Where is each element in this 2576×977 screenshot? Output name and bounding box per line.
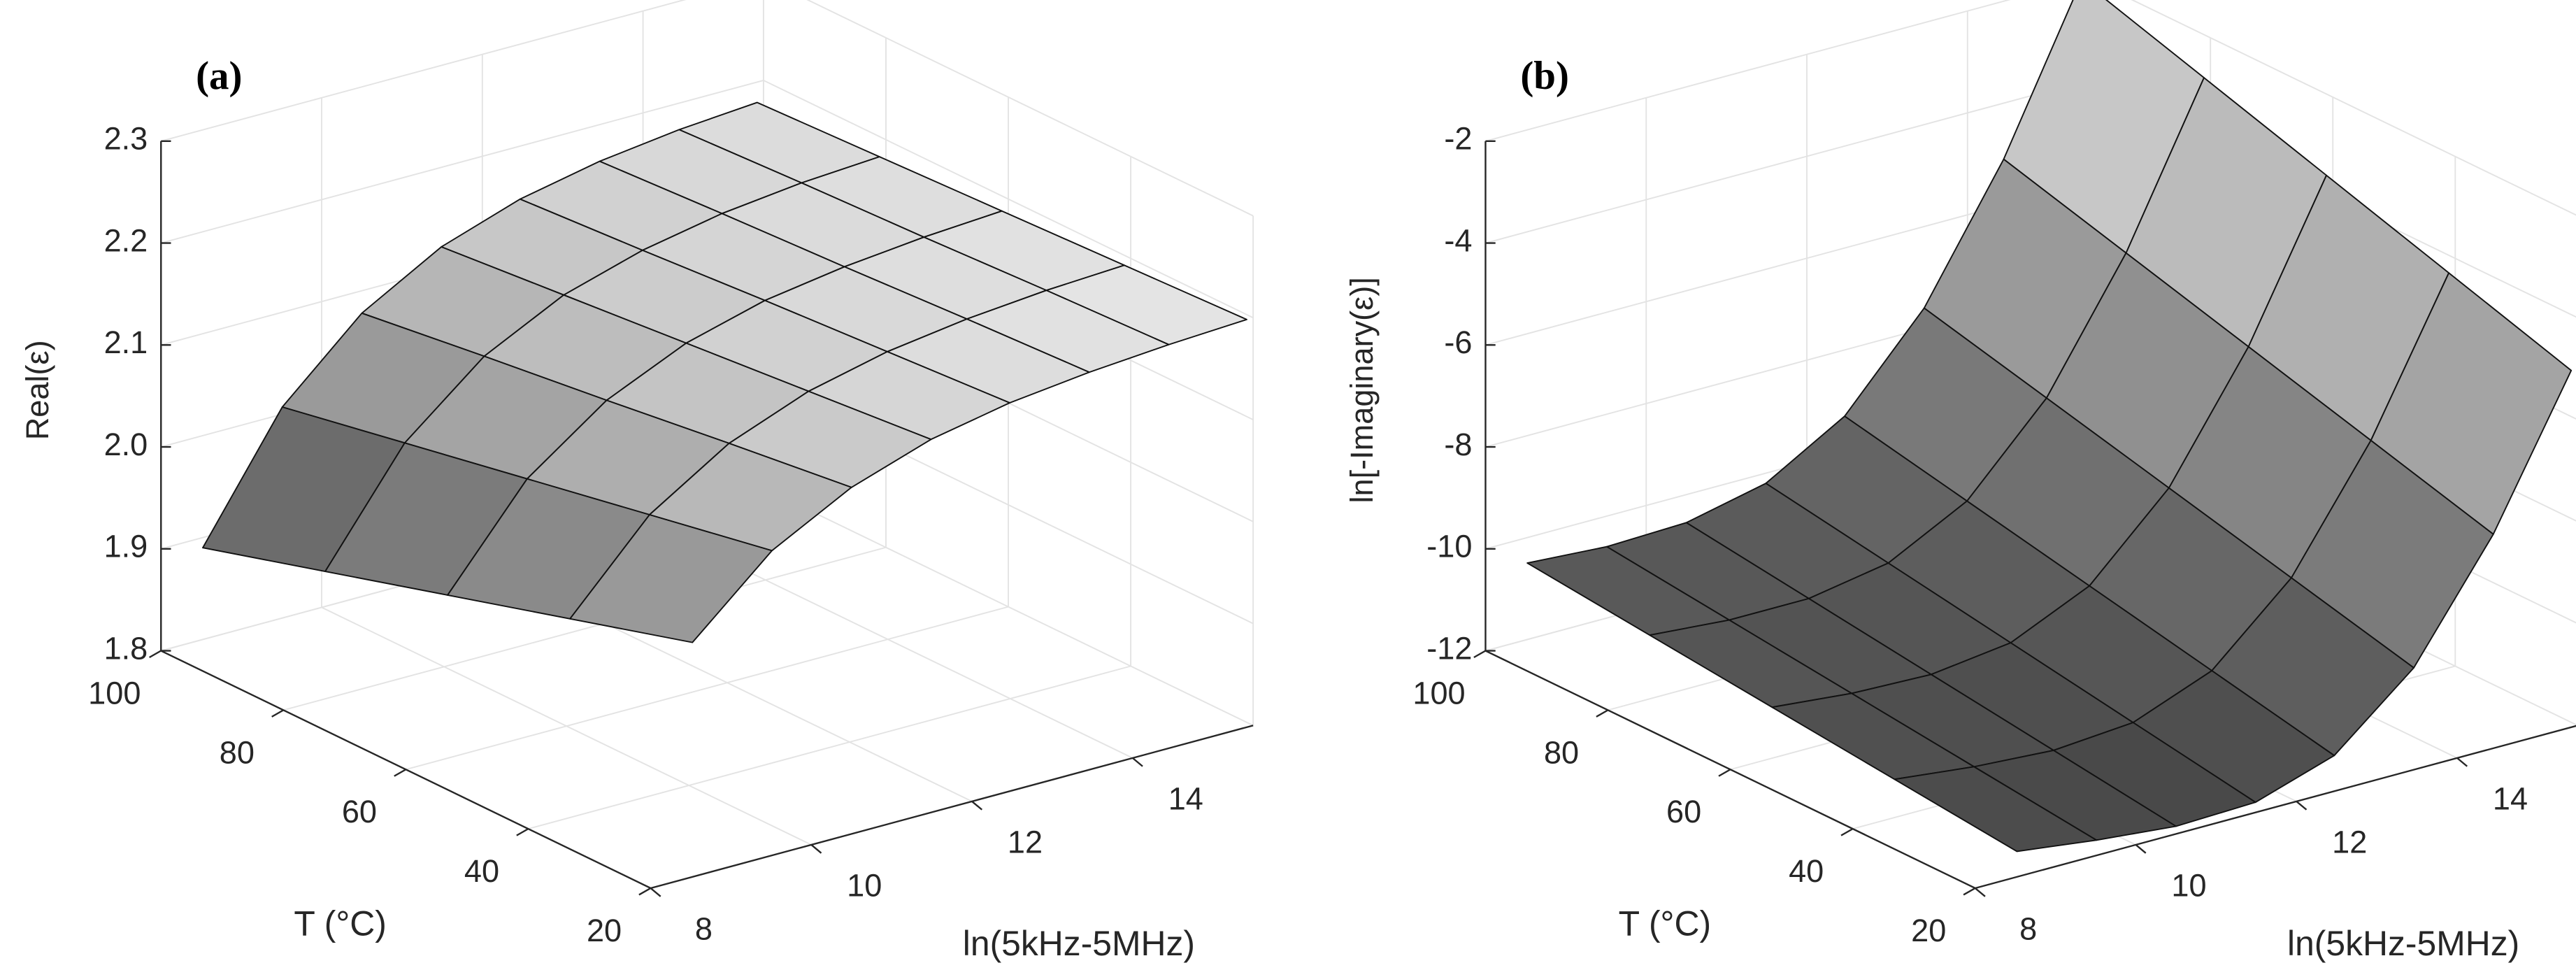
z-tick-label: -6	[1444, 325, 1472, 360]
x-tick-label: 14	[2493, 780, 2528, 816]
grid-line	[2131, 0, 2576, 216]
y-tick-label: 80	[1544, 734, 1579, 770]
x-tick-label: 8	[2019, 911, 2037, 947]
grid-line	[406, 606, 1009, 771]
y-tick	[1596, 709, 1609, 718]
grid-line	[763, 80, 1254, 319]
panel-label: (b)	[1520, 54, 1569, 98]
surface-patch	[1894, 766, 2098, 853]
z-tick-label: -2	[1444, 121, 1472, 157]
grid-line	[763, 487, 1254, 727]
x-tick	[1974, 887, 1986, 897]
grid-line	[806, 0, 1254, 217]
z-tick-label: -12	[1426, 630, 1472, 666]
y-tick-label: 100	[1412, 676, 1465, 711]
x-axis-label: ln(5kHz-5MHz)	[963, 924, 1195, 963]
grid-line	[283, 546, 887, 711]
subplot: -12 -10 -8 -6 -4 -2 20 40 60 80 100 8 10 12 14 ln[-Imag…	[1344, 0, 2576, 963]
surface-patch	[569, 514, 773, 643]
y-tick	[149, 650, 162, 659]
z-tick-label: -10	[1426, 529, 1472, 564]
y-tick-label: 60	[342, 794, 377, 829]
x-axis-label: ln(5kHz-5MHz)	[2287, 924, 2519, 963]
x-axis	[650, 725, 1254, 890]
z-tick-label: 1.9	[104, 529, 148, 564]
y-tick-label: 100	[88, 676, 141, 711]
z-tick-label: -4	[1444, 222, 1472, 258]
x-tick	[971, 800, 983, 811]
x-tick	[810, 844, 822, 854]
x-tick-label: 12	[2332, 825, 2367, 860]
x-tick-label: 14	[1168, 780, 1203, 816]
x-axis	[1975, 725, 2576, 890]
panel-label: (a)	[196, 54, 242, 98]
x-tick-label: 10	[847, 868, 882, 904]
grid-line	[528, 665, 1131, 830]
subplot: 1.8 1.9 2.0 2.1 2.2 2.3 20 40 60 80 100 8 10 12 14 Real…	[20, 0, 1254, 963]
y-tick-label: 80	[220, 734, 255, 770]
z-tick-label: -8	[1444, 427, 1472, 462]
y-tick-label: 40	[1789, 853, 1824, 889]
y-axis-label: T (°C)	[294, 904, 386, 943]
z-tick-label: 1.8	[104, 630, 148, 666]
y-tick-label: 20	[1911, 913, 1946, 948]
grid-line	[1485, 80, 2089, 244]
y-tick-label: 40	[464, 853, 499, 889]
y-tick	[516, 828, 529, 836]
grid-line	[161, 0, 687, 142]
z-tick-label: 2.1	[104, 325, 148, 360]
y-axis-label: T (°C)	[1619, 904, 1711, 943]
y-tick	[1963, 887, 1976, 896]
z-axis-label: ln[-Imaginary(ε)]	[1344, 277, 1380, 503]
x-tick	[1132, 757, 1143, 767]
y-tick	[1473, 650, 1487, 659]
y-tick-label: 60	[1666, 794, 1701, 829]
z-tick-label: 2.0	[104, 427, 148, 462]
grid-line	[1485, 0, 2011, 142]
y-tick	[1840, 828, 1854, 836]
x-tick	[2135, 844, 2147, 854]
x-tick-label: 10	[2171, 868, 2206, 904]
x-tick-label: 12	[1008, 825, 1043, 860]
z-tick-label: 2.3	[104, 121, 148, 157]
z-axis-label: Real(ε)	[20, 340, 55, 440]
y-tick	[394, 769, 406, 777]
grid-line	[161, 80, 764, 244]
x-tick	[650, 887, 661, 897]
y-tick	[271, 709, 284, 718]
x-tick	[2456, 757, 2468, 767]
x-tick	[2296, 800, 2307, 811]
y-tick	[1718, 769, 1731, 777]
y-tick	[638, 887, 652, 896]
z-tick-label: 2.2	[104, 222, 148, 258]
y-tick-label: 20	[587, 913, 622, 948]
x-tick-label: 8	[695, 911, 713, 947]
